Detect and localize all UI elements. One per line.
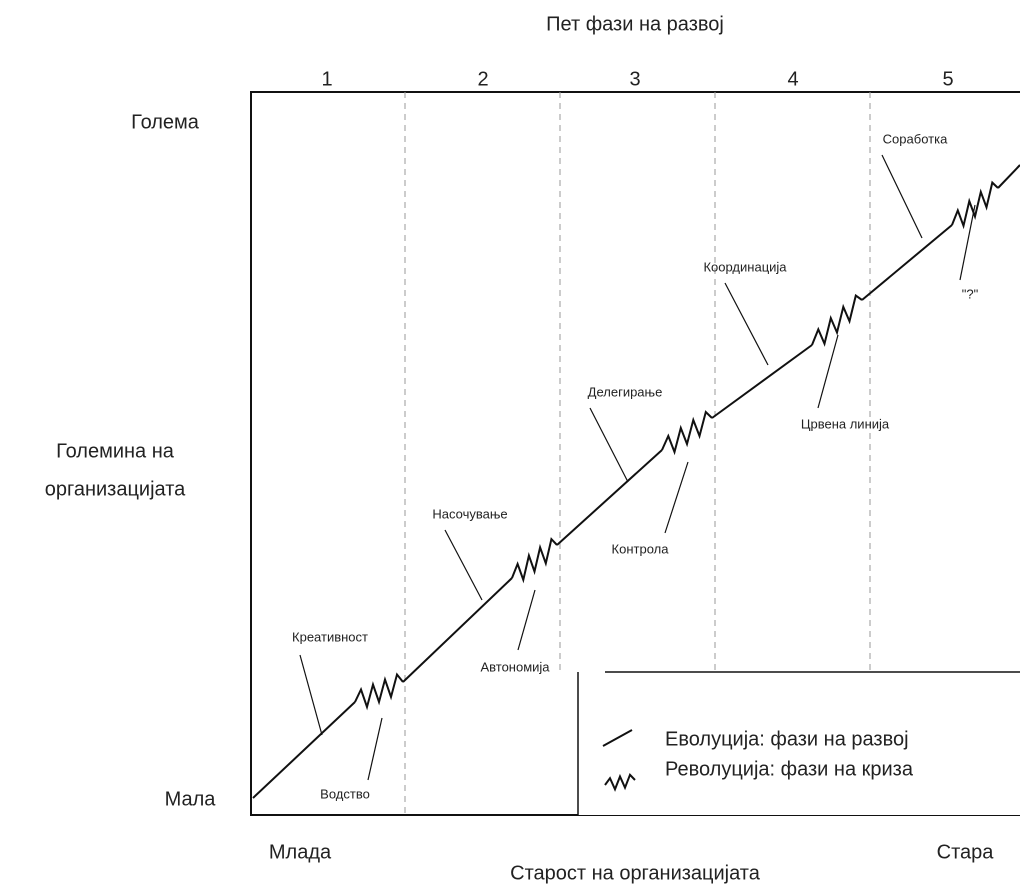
- leader-line: [959, 204, 976, 281]
- revolution-label: Водство: [320, 786, 370, 801]
- evolution-segment: [711, 344, 813, 419]
- legend-revolution-symbol: [604, 772, 636, 792]
- revolution-segment: [354, 672, 404, 711]
- legend-revolution-zigzag: [604, 772, 636, 792]
- x-left-label: Млада: [269, 841, 332, 863]
- evolution-segment: [997, 164, 1020, 189]
- phase-number: 3: [629, 68, 640, 90]
- evolution-segment: [402, 577, 513, 683]
- x-right-label: Стара: [937, 841, 995, 863]
- legend-evolution-symbol: [602, 729, 633, 747]
- revolution-segment: [661, 410, 713, 456]
- phase-number: 2: [477, 68, 488, 90]
- x-axis-label: Старост на организацијата: [510, 862, 761, 884]
- leader-line: [664, 461, 689, 534]
- leader-line: [724, 282, 769, 366]
- evolution-segment: [556, 449, 663, 546]
- phase-number: 5: [942, 68, 953, 90]
- revolution-label: Контрола: [612, 541, 670, 556]
- evolution-label: Креативност: [292, 629, 368, 644]
- y-axis-label: Големина на: [56, 440, 175, 462]
- revolution-label: "?": [962, 286, 979, 301]
- legend-revolution: Револуција: фази на криза: [665, 758, 914, 780]
- phase-number: 4: [787, 68, 798, 90]
- revolution-segment: [811, 293, 863, 347]
- leader-line: [299, 654, 323, 736]
- revolution-segment: [951, 180, 999, 230]
- leader-line: [517, 589, 536, 651]
- title: Пет фази на развој: [546, 13, 724, 35]
- leader-line: [367, 717, 383, 781]
- leader-line: [881, 154, 923, 239]
- evolution-segment: [252, 701, 356, 799]
- revolution-label: Автономија: [480, 659, 550, 674]
- y-top-label: Голема: [131, 111, 200, 133]
- leader-line: [817, 334, 839, 409]
- evolution-label: Насочување: [432, 506, 507, 521]
- revolution-segment: [511, 537, 558, 584]
- evolution-segment: [861, 224, 953, 301]
- legend-evolution: Еволуција: фази на развој: [665, 728, 909, 750]
- revolution-label: Црвена линија: [801, 416, 890, 431]
- legend-bg: [578, 672, 1020, 815]
- evolution-label: Соработка: [883, 131, 948, 146]
- y-bottom-label: Мала: [165, 788, 217, 810]
- evolution-label: Делегирање: [588, 384, 663, 399]
- growth-curve: [252, 164, 1020, 799]
- phase-number: 1: [321, 68, 332, 90]
- leader-line: [589, 407, 629, 483]
- y-axis-label: организацијата: [45, 478, 186, 500]
- evolution-label: Координација: [703, 259, 787, 274]
- leader-line: [444, 529, 483, 601]
